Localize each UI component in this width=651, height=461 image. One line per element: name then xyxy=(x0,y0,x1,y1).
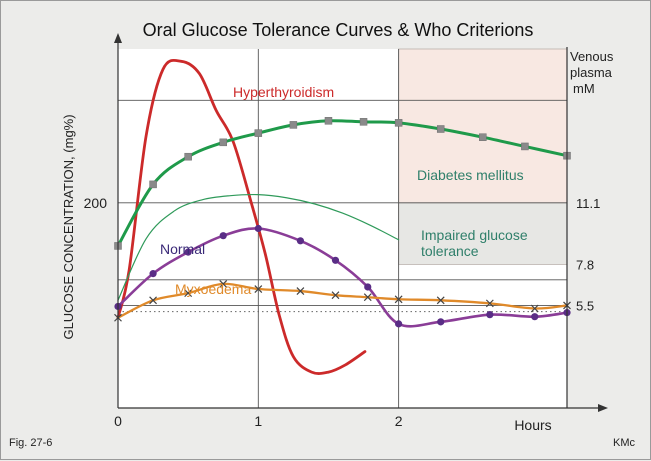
marker-normal-1 xyxy=(149,270,157,278)
chart-title: Oral Glucose Tolerance Curves & Who Crit… xyxy=(143,20,534,40)
marker-myxoedema-11-stroke-b xyxy=(530,304,539,313)
y2-tick-label-11.1: 11.1 xyxy=(576,196,600,211)
marker-normal-3 xyxy=(219,232,227,240)
x-tick-label-0: 0 xyxy=(114,413,122,429)
y2-tick-label-7.8: 7.8 xyxy=(576,257,594,272)
chart-labels: Oral Glucose Tolerance Curves & Who Crit… xyxy=(9,20,636,449)
marker-diabetes-mellitus-2 xyxy=(184,152,192,161)
marker-normal-8 xyxy=(395,320,403,328)
author-credit: KMc xyxy=(613,437,636,449)
series-label-impaired-line-2: tolerance xyxy=(421,243,479,259)
marker-myxoedema-1-stroke-b xyxy=(149,296,158,305)
y-axis-arrow-icon xyxy=(114,33,122,43)
y-axis-label: GLUCOSE CONCENTRATION, (mg%) xyxy=(61,114,76,339)
marker-myxoedema-10-stroke-b xyxy=(485,299,494,308)
y2-axis-label-line-1: Venous xyxy=(570,49,614,64)
marker-myxoedema-9-stroke-b xyxy=(436,296,445,305)
y-tick-label-200: 200 xyxy=(84,195,108,211)
series-label-impaired-line-1: Impaired glucose xyxy=(421,227,528,243)
marker-myxoedema-5 xyxy=(296,287,305,295)
marker-myxoedema-10 xyxy=(485,299,494,308)
marker-normal-9 xyxy=(437,318,445,326)
y2-tick-label-5.5: 5.5 xyxy=(576,298,594,313)
marker-myxoedema-1 xyxy=(149,296,158,305)
criteria-zones xyxy=(398,48,568,265)
x-tick-label-2: 2 xyxy=(395,413,403,429)
y2-axis-label-line-2: plasma xyxy=(570,65,613,80)
marker-myxoedema-4-stroke-b xyxy=(254,285,263,293)
series-label-diabetes: Diabetes mellitus xyxy=(417,167,524,183)
series-line-hyperthyroidism xyxy=(116,58,367,375)
series-label-myxoedema: Myxoedema xyxy=(175,281,251,297)
x-axis-arrow-icon xyxy=(598,404,608,412)
marker-myxoedema-6-stroke-b xyxy=(331,291,340,300)
marker-myxoedema-11 xyxy=(530,304,539,313)
marker-myxoedema-3 xyxy=(219,279,228,288)
marker-myxoedema-3-stroke-b xyxy=(219,279,228,288)
marker-myxoedema-5-stroke-b xyxy=(296,287,305,295)
marker-myxoedema-8-stroke-b xyxy=(394,295,403,304)
marker-diabetes-mellitus-9 xyxy=(436,125,445,133)
marker-diabetes-mellitus-10 xyxy=(479,133,487,141)
marker-diabetes-mellitus-6 xyxy=(324,117,333,125)
y2-axis-label-line-3: mM xyxy=(573,81,595,96)
marker-myxoedema-2-stroke-b xyxy=(184,289,193,298)
marker-normal-4 xyxy=(254,224,262,233)
marker-normal-2 xyxy=(184,248,192,256)
marker-myxoedema-8 xyxy=(394,295,403,304)
series-label-normal: Normal xyxy=(160,241,205,257)
x-axis-label: Hours xyxy=(514,417,551,433)
marker-myxoedema-6 xyxy=(331,291,340,300)
marker-myxoedema-7 xyxy=(363,293,372,302)
axes: 0 1 2 200 11.1 7.8 5.5 xyxy=(84,33,608,429)
marker-diabetes-mellitus-4 xyxy=(254,129,263,137)
marker-normal-5 xyxy=(296,237,305,245)
series-line-impaired-glucose-tolerance xyxy=(117,193,400,301)
marker-diabetes-mellitus-3 xyxy=(219,138,227,147)
marker-diabetes-mellitus-7 xyxy=(359,118,368,126)
marker-myxoedema-2 xyxy=(184,289,193,298)
marker-diabetes-mellitus-5 xyxy=(289,121,298,129)
marker-normal-7 xyxy=(364,283,372,291)
series-label-hyperthyroidism: Hyperthyroidism xyxy=(233,84,334,100)
marker-myxoedema-4 xyxy=(254,285,263,293)
marker-normal-11 xyxy=(531,313,539,321)
marker-myxoedema-9 xyxy=(436,296,445,305)
marker-normal-6 xyxy=(331,256,340,264)
marker-diabetes-mellitus-8 xyxy=(394,119,403,127)
figure-number: Fig. 27-6 xyxy=(9,437,52,449)
marker-diabetes-mellitus-11 xyxy=(521,142,529,151)
marker-normal-10 xyxy=(486,311,494,319)
marker-myxoedema-7-stroke-b xyxy=(363,293,372,302)
x-tick-label-1: 1 xyxy=(254,413,262,429)
marker-diabetes-mellitus-1 xyxy=(149,180,157,189)
